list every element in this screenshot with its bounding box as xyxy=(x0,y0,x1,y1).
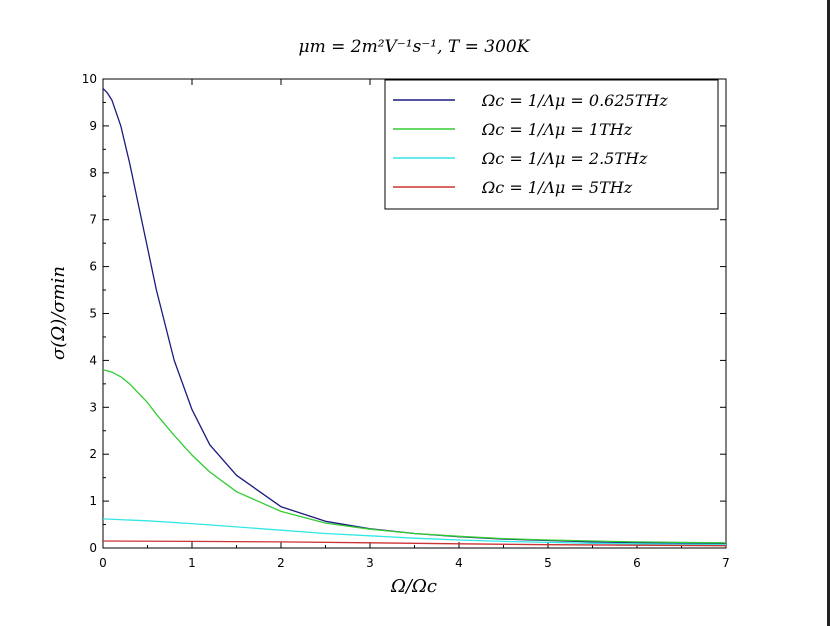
y-tick-label: 5 xyxy=(89,307,97,321)
legend-label-4: Ωc = 1/Λμ = 5THz xyxy=(481,178,633,197)
y-axis-label: σ(Ω)/σmin xyxy=(48,266,69,360)
legend: Ωc = 1/Λμ = 0.625THz Ωc = 1/Λμ = 1THz Ωc =… xyxy=(384,79,719,210)
series-layer xyxy=(102,87,727,547)
x-tick-label: 2 xyxy=(277,556,285,570)
y-tick-label: 0 xyxy=(89,541,97,555)
x-tick-label: 3 xyxy=(366,556,374,570)
legend-label-2: Ωc = 1/Λμ = 1THz xyxy=(481,120,633,139)
legend-label-3: Ωc = 1/Λμ = 2.5THz xyxy=(481,149,648,168)
y-tick-label: 4 xyxy=(89,353,97,367)
legend-label-1: Ωc = 1/Λμ = 0.625THz xyxy=(481,91,668,110)
x-axis-label: Ω/Ωc xyxy=(390,576,437,597)
x-tick-label: 1 xyxy=(188,556,196,570)
y-tick-label: 1 xyxy=(89,494,97,508)
x-tick-label: 7 xyxy=(722,556,730,570)
y-tick-label: 6 xyxy=(89,260,97,274)
series-line-2 xyxy=(102,369,727,544)
x-tick-label: 5 xyxy=(544,556,552,570)
series-line-4 xyxy=(102,540,727,547)
y-tick-label: 10 xyxy=(82,72,97,86)
series-line-3 xyxy=(102,518,727,546)
y-tick-label: 2 xyxy=(89,447,97,461)
edge-strip xyxy=(827,0,830,626)
y-tick-label: 9 xyxy=(89,119,97,133)
y-tick-label: 3 xyxy=(89,400,97,414)
y-tick-label: 8 xyxy=(89,166,97,180)
x-tick-label: 6 xyxy=(633,556,641,570)
chart-title: μm = 2m²V⁻¹s⁻¹, T = 300K xyxy=(299,37,531,57)
x-tick-label: 4 xyxy=(455,556,463,570)
x-tick-label: 0 xyxy=(99,556,107,570)
y-tick-label: 7 xyxy=(89,213,97,227)
